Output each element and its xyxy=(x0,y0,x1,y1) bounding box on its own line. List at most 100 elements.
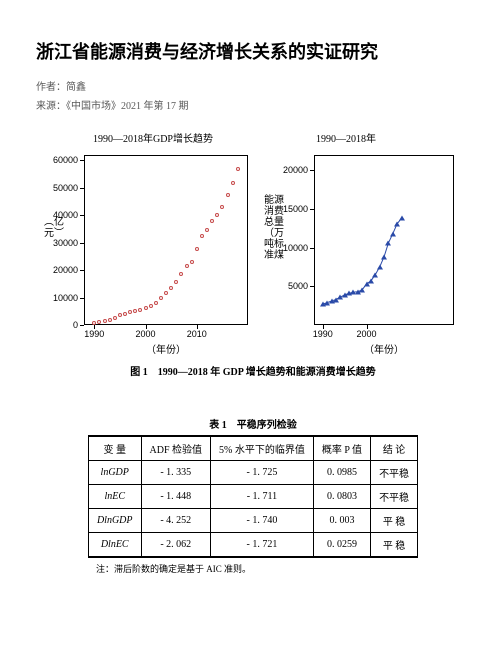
table-header: 变 量 xyxy=(88,436,141,461)
x-tick-label: 1990 xyxy=(313,329,333,339)
table-header: 结 论 xyxy=(371,436,418,461)
data-point xyxy=(154,301,158,305)
stationarity-table: 变 量ADF 检验值5% 水平下的临界值概率 P 值结 论 lnGDP- 1. … xyxy=(88,435,418,558)
y-tick-label: 50000 xyxy=(53,183,78,193)
data-point xyxy=(174,280,178,284)
data-point xyxy=(210,219,214,223)
table-header: 5% 水平下的临界值 xyxy=(211,436,314,461)
y-tick-label: 10000 xyxy=(283,243,308,253)
data-point xyxy=(381,255,387,260)
y-tick-label: 20000 xyxy=(283,165,308,175)
data-point xyxy=(92,321,96,325)
data-point xyxy=(185,264,189,268)
x-tick-label: 2010 xyxy=(187,329,207,339)
data-point xyxy=(118,313,122,317)
table-caption: 表 1 平稳序列检验 xyxy=(36,416,470,431)
x-tick-label: 2000 xyxy=(135,329,155,339)
data-point xyxy=(179,272,183,276)
data-point xyxy=(97,320,101,324)
table-cell: 不平稳 xyxy=(371,485,418,509)
data-point xyxy=(394,221,400,226)
data-point xyxy=(128,310,132,314)
gdp-chart: 1990—2018年GDP增长趋势 0100002000030000400005… xyxy=(48,130,258,347)
energy-chart-title: 1990—2018年 xyxy=(268,130,376,145)
y-tick-label: 5000 xyxy=(288,281,308,291)
table-cell: 不平稳 xyxy=(371,461,418,485)
y-tick-label: 60000 xyxy=(53,155,78,165)
y-axis-title: ︵亿元︶ xyxy=(44,218,56,239)
table-note: 注：滞后阶数的确定是基于 AIC 准则。 xyxy=(36,562,470,575)
x-axis-title: （年份） xyxy=(84,341,248,356)
table-cell: - 1. 335 xyxy=(141,461,211,485)
table-row: lnEC- 1. 448- 1. 7110. 0803不平稳 xyxy=(88,485,417,509)
energy-plot: 500010000150002000019902000能源消费总量（万吨标准煤（… xyxy=(268,147,368,347)
table-row: DlnGDP- 4. 252- 1. 7400. 003平 稳 xyxy=(88,509,417,533)
table-cell: 平 稳 xyxy=(371,509,418,533)
data-point xyxy=(205,228,209,232)
data-point xyxy=(149,304,153,308)
y-tick-label: 20000 xyxy=(53,265,78,275)
table-row: lnGDP- 1. 335- 1. 7250. 0985不平稳 xyxy=(88,461,417,485)
data-point xyxy=(108,318,112,322)
data-point xyxy=(195,247,199,251)
table-cell: - 1. 448 xyxy=(141,485,211,509)
page-title: 浙江省能源消费与经济增长关系的实证研究 xyxy=(36,38,470,64)
data-point xyxy=(359,287,365,292)
data-point xyxy=(123,312,127,316)
y-axis-title: 能源消费总量（万吨标准煤 xyxy=(262,195,286,261)
gdp-chart-title: 1990—2018年GDP增长趋势 xyxy=(48,130,258,145)
y-tick-label: 0 xyxy=(73,320,78,330)
table-cell: - 1. 721 xyxy=(211,533,314,558)
data-point xyxy=(144,306,148,310)
table-cell: 平 稳 xyxy=(371,533,418,558)
data-point xyxy=(190,260,194,264)
data-point xyxy=(113,316,117,320)
table-header: 概率 P 值 xyxy=(313,436,370,461)
table-cell: lnGDP xyxy=(88,461,141,485)
data-point xyxy=(385,241,391,246)
gdp-plot: 0100002000030000400005000060000199020002… xyxy=(48,147,258,347)
author-line: 作者：简鑫 xyxy=(36,78,470,93)
source-line: 来源：《中国市场》2021 年第 17 期 xyxy=(36,97,470,112)
table-cell: - 1. 725 xyxy=(211,461,314,485)
data-point xyxy=(220,205,224,209)
data-point xyxy=(231,181,235,185)
data-point xyxy=(103,319,107,323)
data-point xyxy=(236,167,240,171)
table-cell: 0. 0259 xyxy=(313,533,370,558)
data-point xyxy=(377,265,383,270)
data-point xyxy=(215,213,219,217)
data-point xyxy=(368,278,374,283)
table-header: ADF 检验值 xyxy=(141,436,211,461)
y-tick-label: 30000 xyxy=(53,238,78,248)
x-axis-title: （年份） xyxy=(314,341,454,356)
data-point xyxy=(226,193,230,197)
table-cell: - 2. 062 xyxy=(141,533,211,558)
table-row: DlnEC- 2. 062- 1. 7210. 0259平 稳 xyxy=(88,533,417,558)
table-cell: DlnGDP xyxy=(88,509,141,533)
figure-caption: 图 1 1990—2018 年 GDP 增长趋势和能源消费增长趋势 xyxy=(36,363,470,378)
x-tick-label: 2000 xyxy=(356,329,376,339)
table-cell: 0. 003 xyxy=(313,509,370,533)
data-point xyxy=(200,234,204,238)
data-point xyxy=(372,272,378,277)
data-point xyxy=(159,296,163,300)
energy-chart: 1990—2018年 500010000150002000019902000能源… xyxy=(268,130,376,347)
table-cell: - 1. 711 xyxy=(211,485,314,509)
data-point xyxy=(390,231,396,236)
data-point xyxy=(138,308,142,312)
data-point xyxy=(133,309,137,313)
data-point xyxy=(169,286,173,290)
data-point xyxy=(399,216,405,221)
table-cell: - 4. 252 xyxy=(141,509,211,533)
x-tick-label: 1990 xyxy=(84,329,104,339)
table-cell: lnEC xyxy=(88,485,141,509)
charts-row: 1990—2018年GDP增长趋势 0100002000030000400005… xyxy=(48,130,470,347)
data-point xyxy=(164,291,168,295)
table-cell: - 1. 740 xyxy=(211,509,314,533)
y-tick-label: 15000 xyxy=(283,204,308,214)
y-tick-label: 10000 xyxy=(53,293,78,303)
table-cell: 0. 0803 xyxy=(313,485,370,509)
table-cell: DlnEC xyxy=(88,533,141,558)
table-cell: 0. 0985 xyxy=(313,461,370,485)
